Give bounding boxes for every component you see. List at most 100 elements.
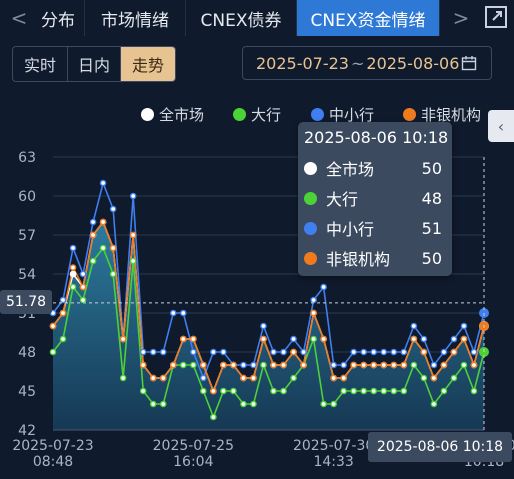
legend-label: 非银机构 <box>421 106 482 124</box>
data-point <box>260 335 267 343</box>
data-point <box>460 335 468 343</box>
data-point <box>350 348 357 356</box>
data-point <box>89 231 97 239</box>
data-point <box>230 361 237 369</box>
data-point <box>220 361 227 369</box>
data-point <box>410 322 418 330</box>
tab-market-sentiment[interactable]: 市场情绪 <box>85 0 186 36</box>
data-point <box>79 270 87 278</box>
data-point <box>440 387 448 395</box>
tab-cnex-bond[interactable]: CNEX债券 <box>186 0 297 36</box>
legend-item-small-banks[interactable]: 中小行 <box>311 104 374 125</box>
legend-item-large-banks[interactable]: 大行 <box>233 104 281 125</box>
data-point <box>400 348 408 356</box>
legend-item-non-bank[interactable]: 非银机构 <box>403 104 481 125</box>
tooltip-dot <box>304 191 317 205</box>
tab-scroll-left-icon[interactable]: < <box>10 6 28 30</box>
x-tick-label: 2025-07-25 <box>153 438 234 454</box>
data-point <box>470 348 478 356</box>
data-point <box>280 361 287 369</box>
data-point <box>210 413 217 421</box>
legend-item-all-market[interactable]: 全市场 <box>141 104 204 125</box>
x-tick-label: 16:04 <box>173 454 213 470</box>
date-end: 2025-08-06 <box>366 53 460 73</box>
data-point <box>230 387 237 395</box>
tooltip-label: 全市场 <box>326 160 375 179</box>
segment-intraday[interactable]: 日内 <box>68 47 121 81</box>
segment-realtime[interactable]: 实时 <box>13 47 68 81</box>
data-point <box>270 387 277 395</box>
data-point <box>250 400 257 408</box>
data-point <box>240 361 247 369</box>
data-point <box>69 270 77 278</box>
legend-dot <box>141 108 154 121</box>
collapse-panel-button[interactable]: ‹ <box>488 110 514 142</box>
data-point <box>270 361 277 369</box>
data-point <box>340 387 347 395</box>
data-point <box>49 348 57 356</box>
data-point <box>240 374 247 382</box>
data-point <box>190 361 197 369</box>
data-point <box>350 387 357 395</box>
data-point <box>260 322 267 330</box>
y-tick-label: 60 <box>18 189 36 205</box>
tooltip-value: 51 <box>421 218 442 238</box>
y-tick-label: 57 <box>18 228 36 244</box>
calendar-icon <box>462 56 477 71</box>
data-point <box>360 348 368 356</box>
crosshair-x-label: 2025-08-06 10:18 <box>368 432 512 462</box>
data-point <box>370 348 378 356</box>
tab-scroll-right-icon[interactable]: > <box>452 6 470 30</box>
x-tick-label: 14:33 <box>313 454 353 470</box>
date-range-picker[interactable]: 2025-07-23 ~ 2025-08-06 <box>242 46 492 80</box>
tooltip-row-small-banks: 中小行 51 <box>304 216 446 240</box>
legend-label: 大行 <box>251 106 282 124</box>
data-point <box>430 374 438 382</box>
data-point <box>250 374 257 382</box>
x-tick-label: 2025-07-23 <box>12 438 93 454</box>
tooltip-dot <box>304 221 317 235</box>
data-point <box>59 335 67 343</box>
segment-trend[interactable]: 走势 <box>121 47 175 81</box>
y-tick-label: 48 <box>18 345 36 361</box>
data-point <box>270 348 277 356</box>
y-tick-label: 42 <box>18 423 36 439</box>
data-point <box>280 348 287 356</box>
tooltip-value: 50 <box>421 248 442 268</box>
y-tick-label: 45 <box>18 384 36 400</box>
data-point <box>159 400 167 408</box>
data-point <box>49 322 57 330</box>
tooltip-label: 非银机构 <box>326 250 391 269</box>
data-point <box>79 283 87 291</box>
series-line <box>52 220 485 394</box>
crosshair-y-label: 51.78 <box>0 290 52 314</box>
data-point <box>320 283 327 291</box>
data-point <box>180 335 187 343</box>
data-point <box>59 309 67 317</box>
data-point <box>139 387 147 395</box>
expand-icon[interactable] <box>484 5 508 29</box>
data-point <box>109 205 117 213</box>
data-point <box>250 361 257 369</box>
data-point <box>430 361 438 369</box>
data-point <box>330 361 337 369</box>
data-point <box>290 348 297 356</box>
legend-label: 中小行 <box>329 106 375 124</box>
data-point <box>240 400 247 408</box>
data-point <box>410 335 418 343</box>
data-point <box>360 361 368 369</box>
legend-dot <box>311 108 324 121</box>
tab-cnex-fund-sentiment[interactable]: CNEX资金情绪 <box>297 0 440 36</box>
tab-distribution[interactable]: 分布 <box>32 0 85 36</box>
tooltip-row-non-bank: 非银机构 50 <box>304 246 446 270</box>
data-point <box>119 374 127 382</box>
x-tick-label: 2025-07-30 <box>293 438 374 454</box>
data-point <box>290 335 297 343</box>
data-point <box>260 361 267 369</box>
tooltip-row-large-banks: 大行 48 <box>304 186 446 210</box>
data-point <box>310 296 317 304</box>
data-point <box>129 231 137 239</box>
x-tick-label: 08:48 <box>33 454 73 470</box>
tooltip-value: 50 <box>421 158 442 178</box>
data-point <box>320 335 327 343</box>
